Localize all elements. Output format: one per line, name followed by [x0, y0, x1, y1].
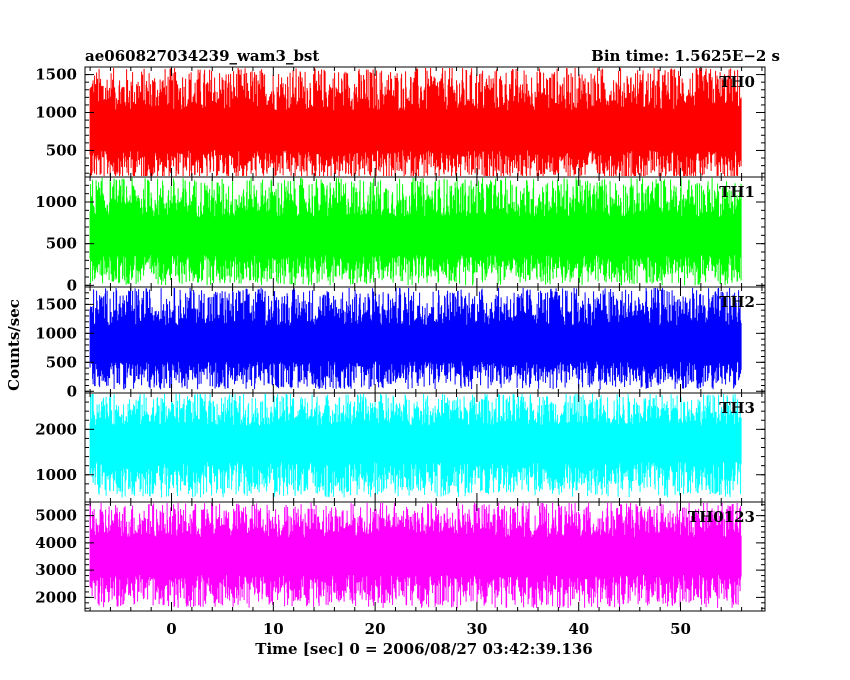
x-tick-label: 0: [166, 620, 176, 638]
series-trace-th3: [89, 394, 742, 498]
panel-th3: 1000 2000 TH3: [35, 392, 766, 503]
panel-th2: 0 500 1000 1500 TH2: [35, 286, 766, 400]
x-axis-label: Time [sec] 0 = 2006/08/27 03:42:39.136: [255, 640, 592, 658]
panel-th0: 500 1000 1500 TH0: [35, 66, 766, 178]
y-tick-label: 2000: [35, 588, 77, 606]
x-tick-label: 40: [568, 620, 589, 638]
bin-time-label: Bin time: 1.5625E−2 s: [591, 47, 780, 65]
y-tick-label: 1000: [35, 193, 77, 211]
y-tick-label: 1000: [35, 324, 77, 342]
y-axis-label: Counts/sec: [5, 299, 23, 391]
y-tick-label: 1000: [35, 466, 77, 484]
y-tick-label: 500: [46, 235, 77, 253]
series-trace-th2: [89, 288, 742, 390]
x-tick-label: 50: [670, 620, 691, 638]
series-trace-th0: [89, 68, 742, 176]
x-tick-label: 20: [365, 620, 386, 638]
panel-th1: 0 500 1000 TH1: [35, 176, 766, 294]
panel-name-label: TH0123: [688, 508, 755, 526]
y-tick-label: 2000: [35, 420, 77, 438]
y-tick-label: 500: [46, 353, 77, 371]
y-tick-label: 1000: [35, 104, 77, 122]
panel-name-label: TH1: [719, 183, 755, 201]
y-tick-label: 0: [67, 276, 77, 294]
series-trace-th1: [89, 178, 742, 286]
panel-frame: [84, 501, 766, 612]
panel-name-label: TH0: [719, 73, 755, 91]
y-tick-label: 0: [67, 382, 77, 400]
y-tick-label: 5000: [35, 507, 77, 525]
panel-th0123: 2000 3000 4000 5000 TH0123: [35, 501, 766, 612]
x-tick-label: 30: [466, 620, 487, 638]
y-tick-label: 500: [46, 141, 77, 159]
y-tick-label: 1500: [35, 66, 77, 84]
y-tick-label: 3000: [35, 561, 77, 579]
y-tick-label: 1500: [35, 295, 77, 313]
chart-title: ae060827034239_wam3_bst: [85, 47, 319, 65]
panel-name-label: TH3: [719, 399, 755, 417]
x-tick-label: 10: [263, 620, 284, 638]
y-tick-label: 4000: [35, 534, 77, 552]
series-trace-th0123: [89, 503, 742, 609]
panel-name-label: TH2: [719, 293, 755, 311]
